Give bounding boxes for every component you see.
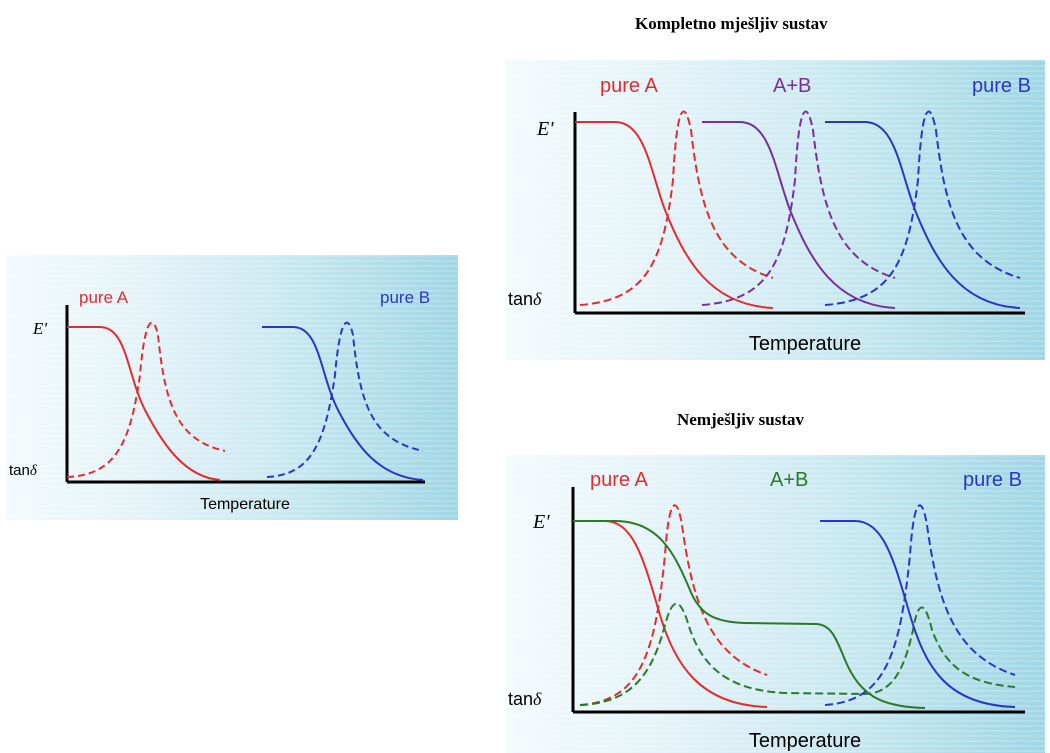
x-axis-label: Temperature (749, 730, 861, 752)
ab-tan-delta-curve (579, 602, 1016, 706)
y-label-e-prime: E' (32, 319, 47, 338)
delta-text: δ (533, 689, 542, 709)
pure-a-tan-delta-curve (579, 504, 768, 706)
pure-b-tan-delta-curve (266, 321, 424, 478)
pure-b-modulus-curve (825, 121, 1021, 309)
label-pure-b: pure B (380, 288, 430, 307)
label-ab: A+B (770, 469, 808, 491)
y-label-e-prime: E' (536, 118, 554, 140)
label-ab: A+B (773, 75, 811, 97)
label-pure-a: pure A (600, 75, 658, 97)
tan-text: tan (9, 462, 30, 479)
tan-text: tan (508, 689, 533, 709)
left-panel: pure A pure B E' tanδ Temperature (5, 255, 458, 520)
ab-modulus-curve (573, 520, 926, 709)
heading-immiscible: Nemješljiv sustav (677, 410, 805, 429)
delta-text: δ (30, 463, 38, 479)
ab-modulus-curve (702, 121, 896, 309)
y-label-tan-delta: tanδ (9, 462, 38, 479)
label-pure-b: pure B (972, 75, 1031, 97)
heading-miscible: Kompletno mješljiv sustav (635, 14, 828, 33)
pure-b-tan-delta-curve (824, 504, 1016, 706)
x-axis-label: Temperature (200, 496, 290, 513)
pure-b-modulus-curve (262, 326, 424, 481)
pure-b-tan-delta-curve (824, 110, 1021, 306)
pure-a-modulus-curve (575, 121, 774, 309)
y-label-tan-delta: tanδ (508, 689, 542, 709)
x-axis-label: Temperature (749, 333, 861, 355)
delta-text: δ (533, 289, 542, 309)
label-pure-a: pure A (79, 288, 129, 307)
miscible-chart: pure A A+B pure B E' tanδ Temperature (508, 75, 1031, 355)
bottom-right-panel: pure A A+B pure B E' tanδ Temperature (505, 455, 1045, 753)
label-pure-a: pure A (590, 469, 648, 491)
tan-text: tan (508, 289, 533, 309)
y-label-e-prime: E' (532, 511, 550, 533)
pure-b-modulus-curve (820, 520, 1016, 708)
pure-a-modulus-curve (573, 520, 768, 708)
immiscible-chart: pure A A+B pure B E' tanδ Temperature (508, 469, 1025, 752)
label-pure-b: pure B (963, 469, 1022, 491)
left-chart: pure A pure B E' tanδ Temperature (9, 288, 430, 513)
y-label-tan-delta: tanδ (508, 289, 542, 309)
top-right-panel: pure A A+B pure B E' tanδ Temperature (505, 60, 1045, 360)
ab-tan-delta-curve (701, 110, 896, 306)
pure-a-tan-delta-curve (579, 110, 774, 306)
pure-a-tan-delta-curve (66, 321, 226, 478)
pure-a-modulus-curve (67, 326, 221, 481)
